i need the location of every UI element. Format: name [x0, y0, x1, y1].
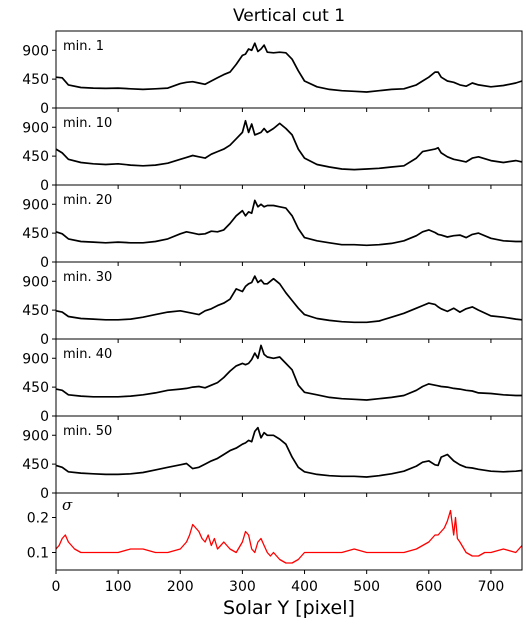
series-line-panel-1: [55, 42, 523, 93]
series-line-panel-6: [55, 426, 523, 478]
y-tick-label: 0: [40, 255, 49, 271]
panel-frame: [55, 107, 523, 186]
panel-label: min. 40: [63, 347, 112, 362]
panel-3: 0 450 900 min. 20: [22, 184, 523, 271]
y-tick-label: 900: [22, 43, 49, 59]
y-tick-label: 0: [40, 178, 49, 194]
panel-label: min. 30: [63, 270, 112, 285]
y-tick-label: 0: [40, 486, 49, 502]
panel-frame: [55, 261, 523, 340]
panel-label: min. 1: [63, 39, 104, 54]
panel-frame: [55, 30, 523, 109]
panel-frame: [55, 338, 523, 417]
y-tick-label: 450: [22, 457, 49, 473]
panel-frame: [55, 415, 523, 494]
series-line-panel-2: [55, 119, 523, 171]
x-tick-label: 600: [415, 579, 442, 595]
panel-1: 0 450 900 min. 1: [22, 30, 523, 117]
y-tick-label: 450: [22, 72, 49, 88]
y-tick-label: 900: [22, 428, 49, 444]
panel-frame: [55, 492, 523, 571]
y-tick-label: 0: [40, 101, 49, 117]
y-tick-label: 450: [22, 380, 49, 396]
y-tick-label: 0.1: [27, 546, 49, 562]
x-tick-label: 700: [478, 579, 505, 595]
panel-6: 0 450 900 min. 50: [22, 415, 523, 502]
y-tick-label: 900: [22, 351, 49, 367]
panel-frame: [55, 184, 523, 263]
y-tick-label: 0: [40, 409, 49, 425]
panel-5: 0 450 900 min. 40: [22, 338, 523, 425]
x-tick-label: 500: [353, 579, 380, 595]
y-tick-label: 450: [22, 226, 49, 242]
panel-label: min. 50: [63, 424, 112, 439]
y-tick-label: 0: [40, 332, 49, 348]
x-tick-label: 0: [52, 579, 61, 595]
chart-title: Vertical cut 1: [233, 6, 345, 26]
y-tick-label: 450: [22, 303, 49, 319]
series-line-panel-7: [55, 509, 523, 564]
panel-label: σ: [62, 496, 73, 514]
panel-2: 0 450 900 min. 10: [22, 107, 523, 194]
panel-label: min. 20: [63, 193, 112, 208]
y-tick-label: 900: [22, 274, 49, 290]
series-line-panel-3: [55, 199, 522, 247]
y-tick-label: 900: [22, 197, 49, 213]
y-tick-label: 900: [22, 120, 49, 136]
panel-4: 0 450 900 min. 30: [22, 261, 523, 348]
x-tick-label: 200: [167, 579, 194, 595]
x-axis-title: Solar Y [pixel]: [223, 597, 355, 619]
x-axis: 0 100 200 300 400 500 600 700: [52, 579, 505, 595]
y-tick-label: 450: [22, 149, 49, 165]
x-tick-label: 400: [291, 579, 318, 595]
y-tick-label: 0.2: [27, 511, 49, 527]
x-tick-label: 100: [105, 579, 132, 595]
series-line-panel-5: [55, 344, 522, 401]
x-tick-label: 300: [229, 579, 256, 595]
panel-label: min. 10: [63, 116, 112, 131]
panel-7: 0.1 0.2 σ: [27, 492, 523, 574]
series-line-panel-4: [55, 275, 523, 324]
